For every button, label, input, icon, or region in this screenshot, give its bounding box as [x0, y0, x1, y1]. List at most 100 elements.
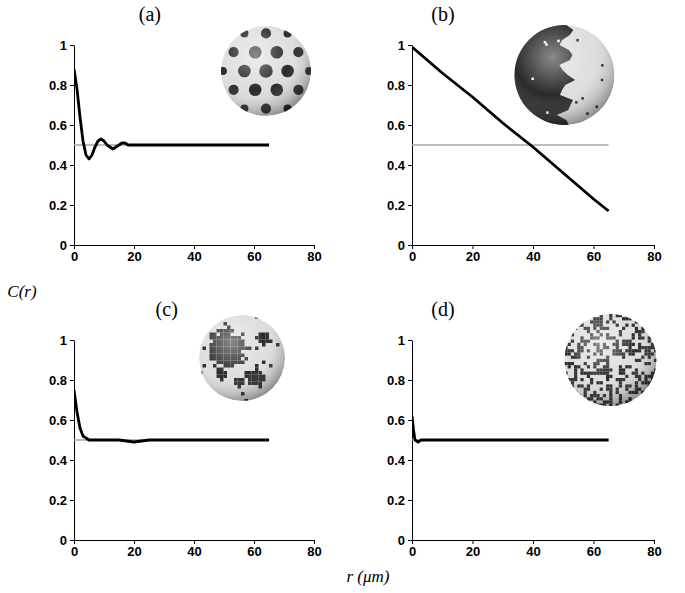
- sphere-cell: [568, 404, 571, 407]
- sphere-cell: [574, 320, 577, 323]
- tick-mark: [408, 125, 412, 126]
- tick-label: 0.8: [49, 373, 67, 388]
- tick-label: 0.8: [387, 373, 405, 388]
- sphere-cell: [654, 397, 657, 400]
- tick-mark: [408, 340, 412, 341]
- tick-label: 60: [247, 249, 261, 264]
- tick-label: 60: [247, 544, 261, 559]
- tick-label: 80: [307, 544, 321, 559]
- tick: 60: [247, 245, 261, 264]
- sphere-cell: [641, 397, 644, 400]
- sphere-cell: [651, 317, 654, 320]
- tick: 0: [409, 245, 416, 264]
- sphere-cell: [651, 333, 654, 336]
- sphere-cell: [269, 392, 273, 396]
- sphere-shading: [564, 314, 656, 406]
- tick: 0: [398, 238, 412, 253]
- tick: 1: [398, 38, 412, 53]
- sphere-cell: [568, 400, 571, 403]
- sphere-cell: [273, 396, 277, 400]
- tick: 1: [60, 333, 74, 348]
- sphere-cell: [283, 371, 287, 375]
- x-axis-title: r (μm): [347, 567, 390, 586]
- sphere-inset: [512, 23, 614, 127]
- sphere-cell: [654, 340, 657, 343]
- sphere-shading: [514, 25, 614, 125]
- sphere-inset: [199, 315, 287, 403]
- sphere-cell: [644, 327, 647, 330]
- sphere-cell: [568, 388, 571, 391]
- sphere-cell: [654, 333, 657, 336]
- tick-label: 0.2: [49, 493, 67, 508]
- tick: 80: [307, 540, 321, 559]
- tick-mark: [70, 165, 74, 166]
- y-axis-title: C(r): [7, 282, 37, 301]
- plot-area: [412, 416, 609, 442]
- sphere-cell: [632, 400, 635, 403]
- tick: 20: [466, 245, 480, 264]
- tick-label: 0.6: [387, 413, 405, 428]
- tick-label: 0: [398, 533, 405, 548]
- sphere-cell: [590, 314, 593, 317]
- tick-label: 20: [466, 249, 480, 264]
- tick-mark: [70, 125, 74, 126]
- sphere-cell: [644, 391, 647, 394]
- tick-label: 60: [587, 249, 601, 264]
- x-axis: 020406080: [71, 245, 322, 264]
- sphere-cell: [574, 317, 577, 320]
- tick: 0.6: [49, 413, 74, 428]
- tick-mark: [70, 540, 74, 541]
- sphere-cell: [638, 320, 641, 323]
- sphere-cell: [564, 324, 567, 327]
- sphere-cell: [638, 404, 641, 407]
- tick: 40: [187, 245, 201, 264]
- sphere-cell: [568, 333, 571, 336]
- sphere-cell: [651, 381, 654, 384]
- tick-label: 0.2: [387, 493, 405, 508]
- sphere-cell: [638, 317, 641, 320]
- tick-label: 80: [647, 249, 661, 264]
- sphere-cell: [635, 404, 638, 407]
- tick: 0.4: [49, 158, 74, 173]
- sphere-cell: [574, 324, 577, 327]
- sphere-cell: [564, 327, 567, 330]
- tick: 0.2: [387, 198, 412, 213]
- sphere-cell: [651, 394, 654, 397]
- tick: 1: [398, 333, 412, 348]
- sphere-cell: [651, 397, 654, 400]
- tick: 0.2: [49, 493, 74, 508]
- sphere-cell: [568, 330, 571, 333]
- sphere-cell: [648, 394, 651, 397]
- sphere-cell: [577, 394, 580, 397]
- tick-label: 80: [307, 249, 321, 264]
- tick: 0: [60, 533, 74, 548]
- sphere-cell: [577, 404, 580, 407]
- tick: 40: [526, 245, 540, 264]
- tick: 0.4: [49, 453, 74, 468]
- tick-mark: [408, 205, 412, 206]
- tick: 0.2: [387, 493, 412, 508]
- tick: 60: [247, 540, 261, 559]
- tick: 0.6: [387, 118, 412, 133]
- tick-label: 0.4: [49, 453, 68, 468]
- tick-mark: [70, 340, 74, 341]
- tick-mark: [408, 460, 412, 461]
- tick: 20: [127, 540, 141, 559]
- tick-label: 1: [60, 38, 67, 53]
- sphere-cell: [564, 378, 567, 381]
- tick: 40: [526, 540, 540, 559]
- tick: 1: [60, 38, 74, 53]
- sphere-cell: [564, 397, 567, 400]
- sphere: [221, 26, 311, 116]
- tick-label: 0.8: [387, 78, 405, 93]
- tick: 0: [398, 533, 412, 548]
- tick-mark: [408, 420, 412, 421]
- tick-label: 40: [526, 544, 540, 559]
- panel-label: (a): [139, 3, 161, 26]
- tick-label: 0: [71, 544, 78, 559]
- sphere-cell: [654, 317, 657, 320]
- tick-label: 0.4: [387, 453, 406, 468]
- y-axis: 0 0.2 0.4 0.6 0.8 1: [387, 333, 413, 548]
- tick-label: 0: [60, 533, 67, 548]
- tick-mark: [408, 540, 412, 541]
